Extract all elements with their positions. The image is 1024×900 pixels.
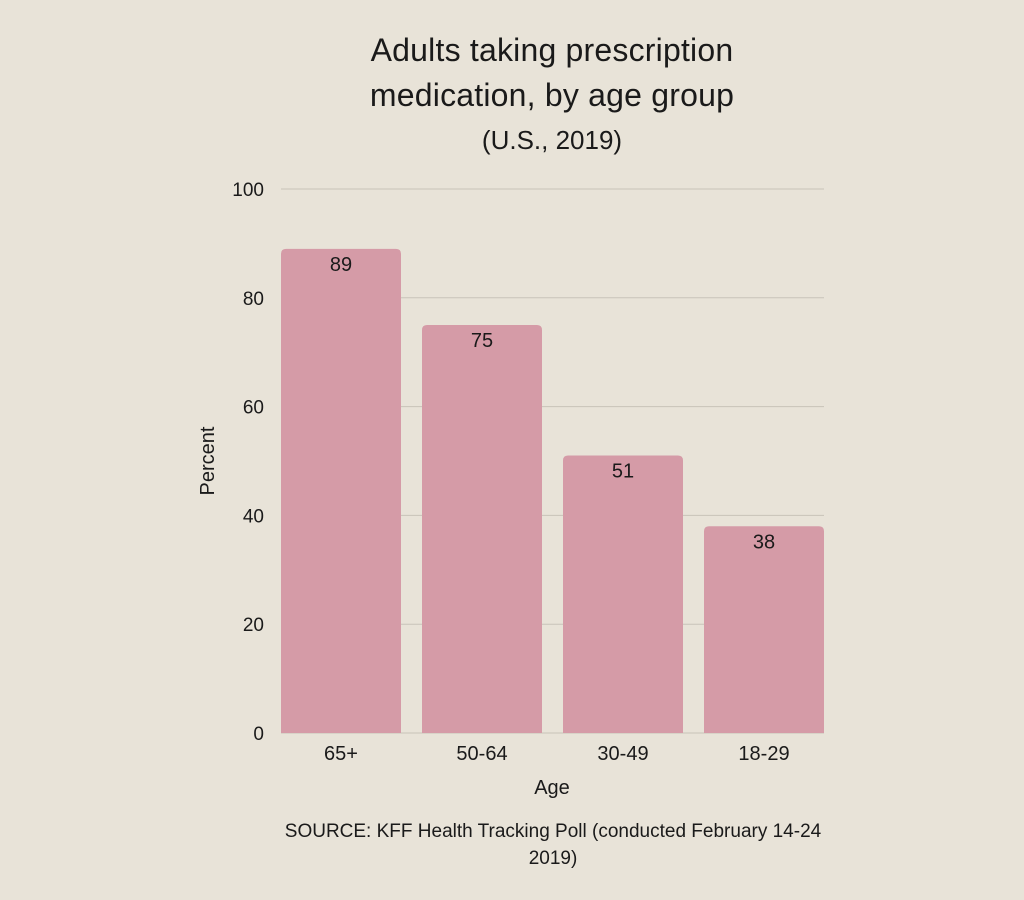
- x-tick-label-30-49: 30-49: [597, 743, 648, 765]
- bars: [281, 248, 824, 733]
- source-note: SOURCE: KFF Health Tracking Poll (conduc…: [284, 821, 822, 869]
- x-axis-label: Age: [534, 777, 570, 799]
- chart-title: Adults taking prescription medication, b…: [0, 28, 1024, 118]
- data-label-18-29: 38: [753, 531, 775, 553]
- y-axis-ticks: 0 20 40 60 80 100: [232, 180, 264, 745]
- bar-18-29: [704, 526, 824, 733]
- data-label-65+: 89: [330, 254, 352, 276]
- x-axis-ticks: 65+ 50-64 30-49 18-29: [324, 743, 790, 765]
- x-tick-label-50-64: 50-64: [456, 743, 507, 765]
- y-tick-label-40: 40: [243, 506, 264, 527]
- bar-30-49: [563, 455, 683, 733]
- x-tick-label-65+: 65+: [324, 743, 358, 765]
- y-axis-label: Percent: [197, 426, 219, 495]
- bar-data-labels: 89 75 51 38: [330, 254, 775, 553]
- y-tick-label-100: 100: [232, 180, 264, 201]
- x-tick-label-18-29: 18-29: [738, 743, 789, 765]
- data-label-50-64: 75: [471, 330, 493, 352]
- y-tick-label-0: 0: [253, 724, 264, 745]
- data-label-30-49: 51: [612, 461, 634, 483]
- y-tick-label-20: 20: [243, 615, 264, 636]
- y-tick-label-80: 80: [243, 289, 264, 310]
- bar-65+: [281, 248, 401, 733]
- chart-subtitle: (U.S., 2019): [481, 125, 623, 155]
- y-tick-label-60: 60: [243, 398, 264, 419]
- chart-title-line-1: Adults taking prescription: [370, 32, 734, 68]
- bar-50-64: [422, 325, 542, 733]
- chart-title-line-2: medication, by age group: [369, 77, 735, 113]
